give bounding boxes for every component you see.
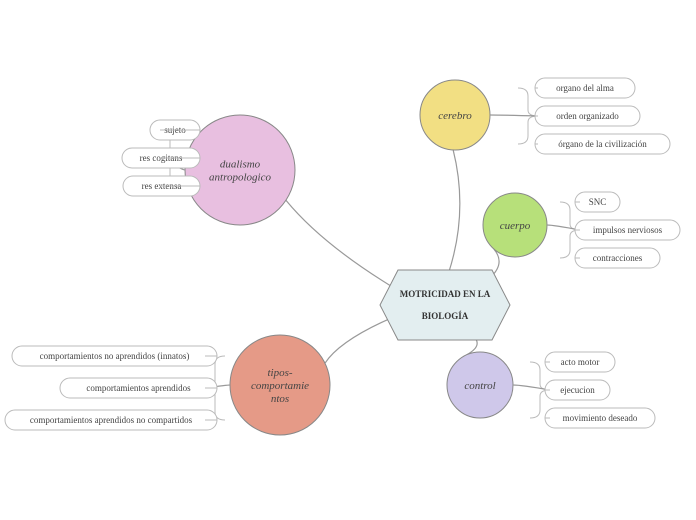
leaf-dualismo-1: res cogitans	[122, 148, 200, 168]
leaf-control-1: ejecucion	[545, 380, 610, 400]
branch-label-tipos-0: tipos-	[267, 367, 292, 379]
leaf-label-cerebro-0: organo del alma	[556, 83, 614, 93]
leaf-dualismo-2: res extensa	[123, 176, 200, 196]
leaf-cuerpo-2: contracciones	[575, 248, 660, 268]
branch-cuerpo: cuerpo SNC impulsos nerviosos contracciones	[483, 192, 680, 268]
branch-label-control-0: control	[464, 380, 495, 392]
branch-label-tipos-1: comportamie	[251, 380, 309, 392]
leaf-tipos-1: comportamientos aprendidos	[60, 378, 217, 398]
leaf-label-cerebro-1: orden organizado	[556, 111, 619, 121]
leaf-label-control-0: acto motor	[561, 357, 600, 367]
leaf-tipos-0: comportamientos no aprendidos (innatos)	[12, 346, 217, 366]
leaf-tipos-2: comportamientos aprendidos no compartido…	[5, 410, 217, 430]
leaf-cerebro-2: órgano de la civilización	[535, 134, 670, 154]
branch-label-cerebro-0: cerebro	[438, 110, 472, 122]
leaf-control-0: acto motor	[545, 352, 615, 372]
branch-label-dualismo-1: antropologico	[209, 172, 271, 184]
leaf-label-cerebro-2: órgano de la civilización	[558, 139, 647, 149]
center-label-2: BIOLOGÍA	[422, 311, 469, 321]
branch-dualismo: dualismoantropologico sujeto res cogitans r…	[122, 115, 295, 225]
leaf-label-cuerpo-1: impulsos nerviosos	[593, 225, 663, 235]
leaf-label-tipos-1: comportamientos aprendidos	[86, 383, 191, 393]
leaf-cuerpo-0: SNC	[575, 192, 620, 212]
leaf-cerebro-1: orden organizado	[535, 106, 640, 126]
leaf-label-control-2: movimiento deseado	[563, 413, 638, 423]
branch-label-dualismo-0: dualismo	[220, 159, 261, 171]
branch-label-tipos-2: ntos	[271, 393, 289, 405]
leaf-label-control-1: ejecucion	[560, 385, 595, 395]
branch-label-cuerpo-0: cuerpo	[500, 220, 531, 232]
branch-tipos: tipos-comportamientos comportamientos no …	[5, 335, 330, 435]
branch-cerebro: cerebro organo del alma orden organizado ór…	[420, 78, 670, 154]
leaf-label-tipos-2: comportamientos aprendidos no compartido…	[30, 415, 193, 425]
leaf-dualismo-0: sujeto	[150, 120, 200, 140]
leaf-cerebro-0: organo del alma	[535, 78, 635, 98]
leaf-control-2: movimiento deseado	[545, 408, 655, 428]
center-node: MOTRICIDAD EN LA BIOLOGÍA	[380, 270, 510, 340]
center-label-1: MOTRICIDAD EN LA	[400, 289, 491, 299]
leaf-cuerpo-1: impulsos nerviosos	[575, 220, 680, 240]
mindmap-canvas: MOTRICIDAD EN LA BIOLOGÍA dualismoantropol…	[0, 0, 696, 520]
leaf-label-tipos-0: comportamientos no aprendidos (innatos)	[40, 351, 190, 361]
leaf-label-cuerpo-0: SNC	[589, 197, 607, 207]
branch-control: control acto motor ejecucion movimiento des…	[447, 352, 655, 428]
leaf-label-cuerpo-2: contracciones	[593, 253, 643, 263]
